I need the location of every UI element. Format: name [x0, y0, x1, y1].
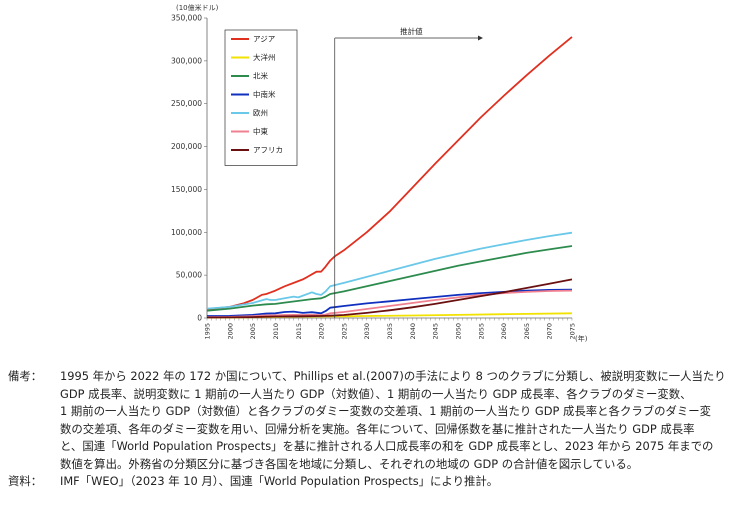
x-tick-label: 2020 [318, 323, 326, 340]
legend-item-label: 中南米 [253, 89, 276, 99]
x-tick-label: 2005 [249, 323, 257, 340]
forecast-arrow-head [478, 35, 483, 41]
x-tick-label: 2040 [409, 323, 417, 340]
x-tick-label: 1995 [204, 323, 212, 340]
x-tick-label: 2010 [272, 323, 280, 340]
x-unit-label: (年) [575, 334, 588, 343]
x-tick-label: 2030 [363, 323, 371, 340]
forecast-annotation: 推計値 [334, 26, 483, 318]
legend-item-label: 中東 [253, 126, 268, 136]
x-tick-label: 2000 [226, 323, 234, 340]
y-tick-label: 50,000 [176, 271, 202, 280]
y-tick-label: 200,000 [171, 142, 202, 151]
biko-note: 備考： 1995 年から 2022 年の 172 か国について、Phillips… [8, 368, 736, 473]
source-text: IMF「WEO」（2023 年 10 月）、国連「World Populatio… [60, 474, 499, 488]
series-line [206, 245, 573, 312]
y-tick-label: 0 [197, 314, 202, 323]
tick-labels: 0 50,000 100,000 150,000 200,000 250,000 300,0… [171, 14, 577, 340]
source-note: 資料： IMF「WEO」（2023 年 10 月）、国連「World Popul… [8, 473, 736, 491]
legend-box [224, 29, 298, 166]
y-tick-label: 100,000 [171, 228, 202, 237]
biko-label: 備考： [8, 369, 43, 383]
x-tick-label: 2045 [432, 323, 440, 340]
notes: 備考： 1995 年から 2022 年の 172 か国について、Phillips… [8, 368, 736, 491]
legend-item-label: 大洋州 [253, 52, 276, 62]
source-label: 資料： [8, 474, 43, 488]
legend-item-label: 欧州 [253, 108, 268, 118]
axes [204, 17, 573, 321]
x-tick-label: 2065 [523, 323, 531, 340]
series-lines [206, 36, 573, 319]
biko-line: 1995 年から 2022 年の 172 か国について、Phillips et … [60, 369, 726, 383]
x-tick-label: 2060 [500, 323, 508, 340]
x-tick-label: 2035 [386, 323, 394, 340]
series-line [206, 288, 573, 317]
legend-item-label: アジア [253, 35, 275, 44]
y-unit-label: (10億米ドル) [176, 3, 219, 12]
biko-line: GDP 成長率、説明変数に 1 期前の一人当たり GDP（対数値）、1 期前の一… [60, 386, 692, 401]
biko-line: 1 期前の一人当たり GDP（対数値）と各クラブのダミー変数の交差項、1 期前の… [60, 404, 712, 418]
y-tick-label: 350,000 [171, 14, 202, 23]
forecast-label: 推計値 [400, 26, 423, 36]
x-tick-label: 2015 [295, 323, 303, 340]
line-chart: (10億米ドル) (年) 0 50,000 100,000 150,000 200,00… [171, 3, 588, 343]
biko-line: 数値を算出。外務省の分類区分に基づき各国を地域に分類し、それぞれの地域の GDP… [60, 456, 639, 471]
x-tick-label: 2070 [546, 323, 554, 340]
x-tick-label: 2025 [340, 323, 348, 340]
x-tick-label: 2075 [569, 323, 577, 340]
x-tick-label: 2055 [477, 323, 485, 340]
biko-line: 数の交差項、各年のダミー変数を用い、回帰分析を実施。各年について、回帰係数を基に… [60, 421, 695, 436]
series-line [206, 36, 573, 311]
biko-text: 1995 年から 2022 年の 172 か国について、Phillips et … [60, 368, 736, 473]
y-tick-label: 300,000 [171, 56, 202, 65]
x-tick-label: 2050 [454, 323, 462, 340]
series-line [206, 278, 573, 319]
legend-item-label: 北米 [253, 71, 268, 81]
legend-item-label: アフリカ [253, 146, 283, 155]
y-tick-label: 150,000 [171, 185, 202, 194]
series-line [206, 231, 573, 310]
y-tick-label: 250,000 [171, 99, 202, 108]
biko-line: と、国連「World Population Prospects」を基に推計される… [60, 439, 714, 453]
